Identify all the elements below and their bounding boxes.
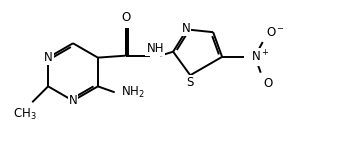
Text: CH$_3$: CH$_3$ (13, 107, 36, 122)
Text: NH$_2$: NH$_2$ (121, 85, 144, 100)
Text: O: O (121, 11, 130, 24)
Text: N: N (182, 22, 191, 35)
Text: S: S (187, 76, 194, 89)
Text: N$^+$: N$^+$ (251, 49, 269, 65)
Text: NH: NH (147, 42, 164, 55)
Text: O: O (264, 77, 273, 90)
Text: N: N (69, 94, 77, 107)
Text: O$^-$: O$^-$ (266, 26, 285, 39)
Text: N: N (44, 51, 52, 64)
